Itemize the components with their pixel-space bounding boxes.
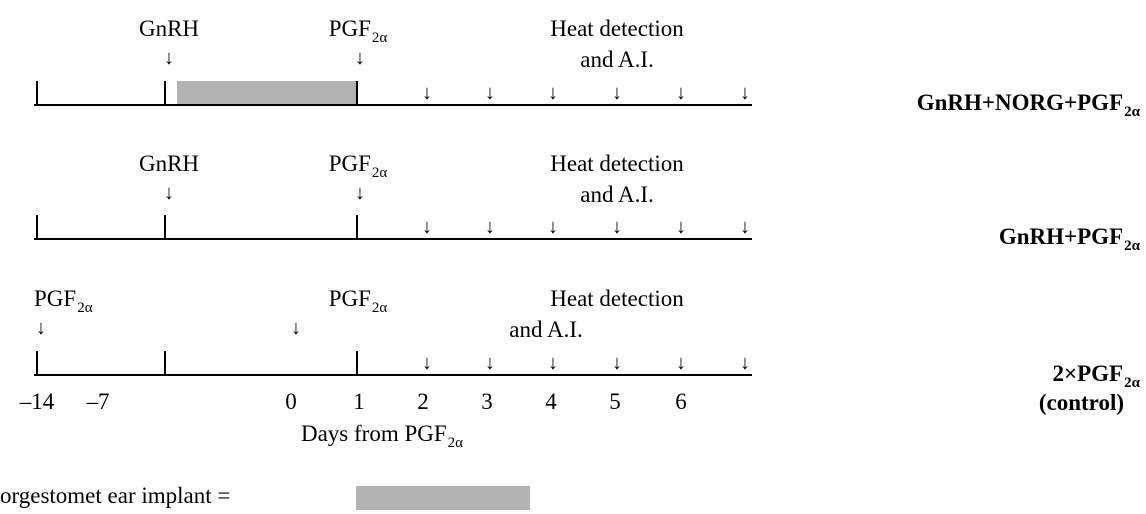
heat-detection-arrow: ↓ (676, 216, 686, 238)
timeline-tick (164, 215, 166, 238)
timeline-line (34, 374, 752, 376)
heat-detection-arrow: ↓ (612, 352, 622, 374)
heat-detection-arrow: ↓ (422, 352, 432, 374)
gnrh-label: GnRH (138, 16, 200, 41)
heat-detection-arrow: ↓ (740, 216, 750, 238)
axis-tick-label: 6 (675, 389, 687, 414)
axis-tick-label: 3 (481, 389, 493, 414)
pgf-label: PGF2α (328, 16, 388, 46)
protocol-label: GnRH+PGF2α (998, 224, 1140, 254)
timeline-tick (356, 351, 358, 374)
heat-detection-arrow: ↓ (740, 352, 750, 374)
heat-detection-arrow: ↓ (740, 82, 750, 104)
legend-label: orgestomet ear implant = (0, 483, 231, 508)
axis-tick-label: 5 (609, 389, 621, 414)
gnrh-label: GnRH (138, 151, 200, 176)
heat-detection-arrow: ↓ (422, 216, 432, 238)
heat-detection-label-line2: and A.I. (509, 317, 583, 342)
timeline-tick (356, 81, 358, 104)
timeline-tick (36, 215, 38, 238)
heat-detection-arrow: ↓ (485, 216, 495, 238)
protocol-label: 2×PGF2α (1052, 361, 1140, 391)
heat-detection-arrow: ↓ (676, 82, 686, 104)
norgestomet-implant-bar (177, 81, 357, 104)
heat-detection-arrow: ↓ (548, 216, 558, 238)
axis-tick-label: 4 (545, 389, 557, 414)
timeline-line (34, 238, 752, 240)
heat-detection-arrow: ↓ (422, 82, 432, 104)
heat-detection-label-line2: and A.I. (580, 182, 654, 207)
axis-tick-label: 1 (353, 389, 365, 414)
pgf-arrow: ↓ (355, 47, 365, 69)
pgf-arrow: ↓ (291, 317, 301, 339)
gnrh-arrow: ↓ (164, 47, 174, 69)
heat-detection-label: Heat detection (550, 286, 684, 311)
protocol-label: GnRH+NORG+PGF2α (916, 90, 1140, 120)
legend-implant-swatch (356, 486, 530, 510)
axis-tick-label: –14 (19, 389, 55, 414)
axis-tick-label: –7 (86, 389, 110, 414)
pgf-label: PGF2α (328, 286, 388, 316)
timeline-tick (164, 81, 166, 104)
heat-detection-arrow: ↓ (548, 82, 558, 104)
gnrh-arrow: ↓ (164, 182, 174, 204)
axis-title: Days from PGF2α (300, 421, 464, 451)
heat-detection-arrow: ↓ (485, 82, 495, 104)
timeline-tick (356, 215, 358, 238)
heat-detection-label: Heat detection (550, 16, 684, 41)
heat-detection-arrow: ↓ (676, 352, 686, 374)
pgf-label: PGF2α (328, 151, 388, 181)
heat-detection-arrow: ↓ (485, 352, 495, 374)
heat-detection-label: Heat detection (550, 151, 684, 176)
heat-detection-arrow: ↓ (612, 216, 622, 238)
pgf-first-arrow: ↓ (36, 317, 46, 339)
timeline-tick (164, 351, 166, 374)
timeline-line (34, 104, 752, 106)
timeline-tick (36, 351, 38, 374)
heat-detection-arrow: ↓ (612, 82, 622, 104)
protocol-label-line2: (control) (1038, 390, 1124, 415)
heat-detection-label-line2: and A.I. (580, 47, 654, 72)
axis-tick-label: 2 (417, 389, 429, 414)
pgf-first-label: PGF2α (34, 286, 93, 316)
heat-detection-arrow: ↓ (548, 352, 558, 374)
pgf-arrow: ↓ (355, 182, 365, 204)
timeline-tick (36, 81, 38, 104)
axis-tick-label: 0 (285, 389, 297, 414)
